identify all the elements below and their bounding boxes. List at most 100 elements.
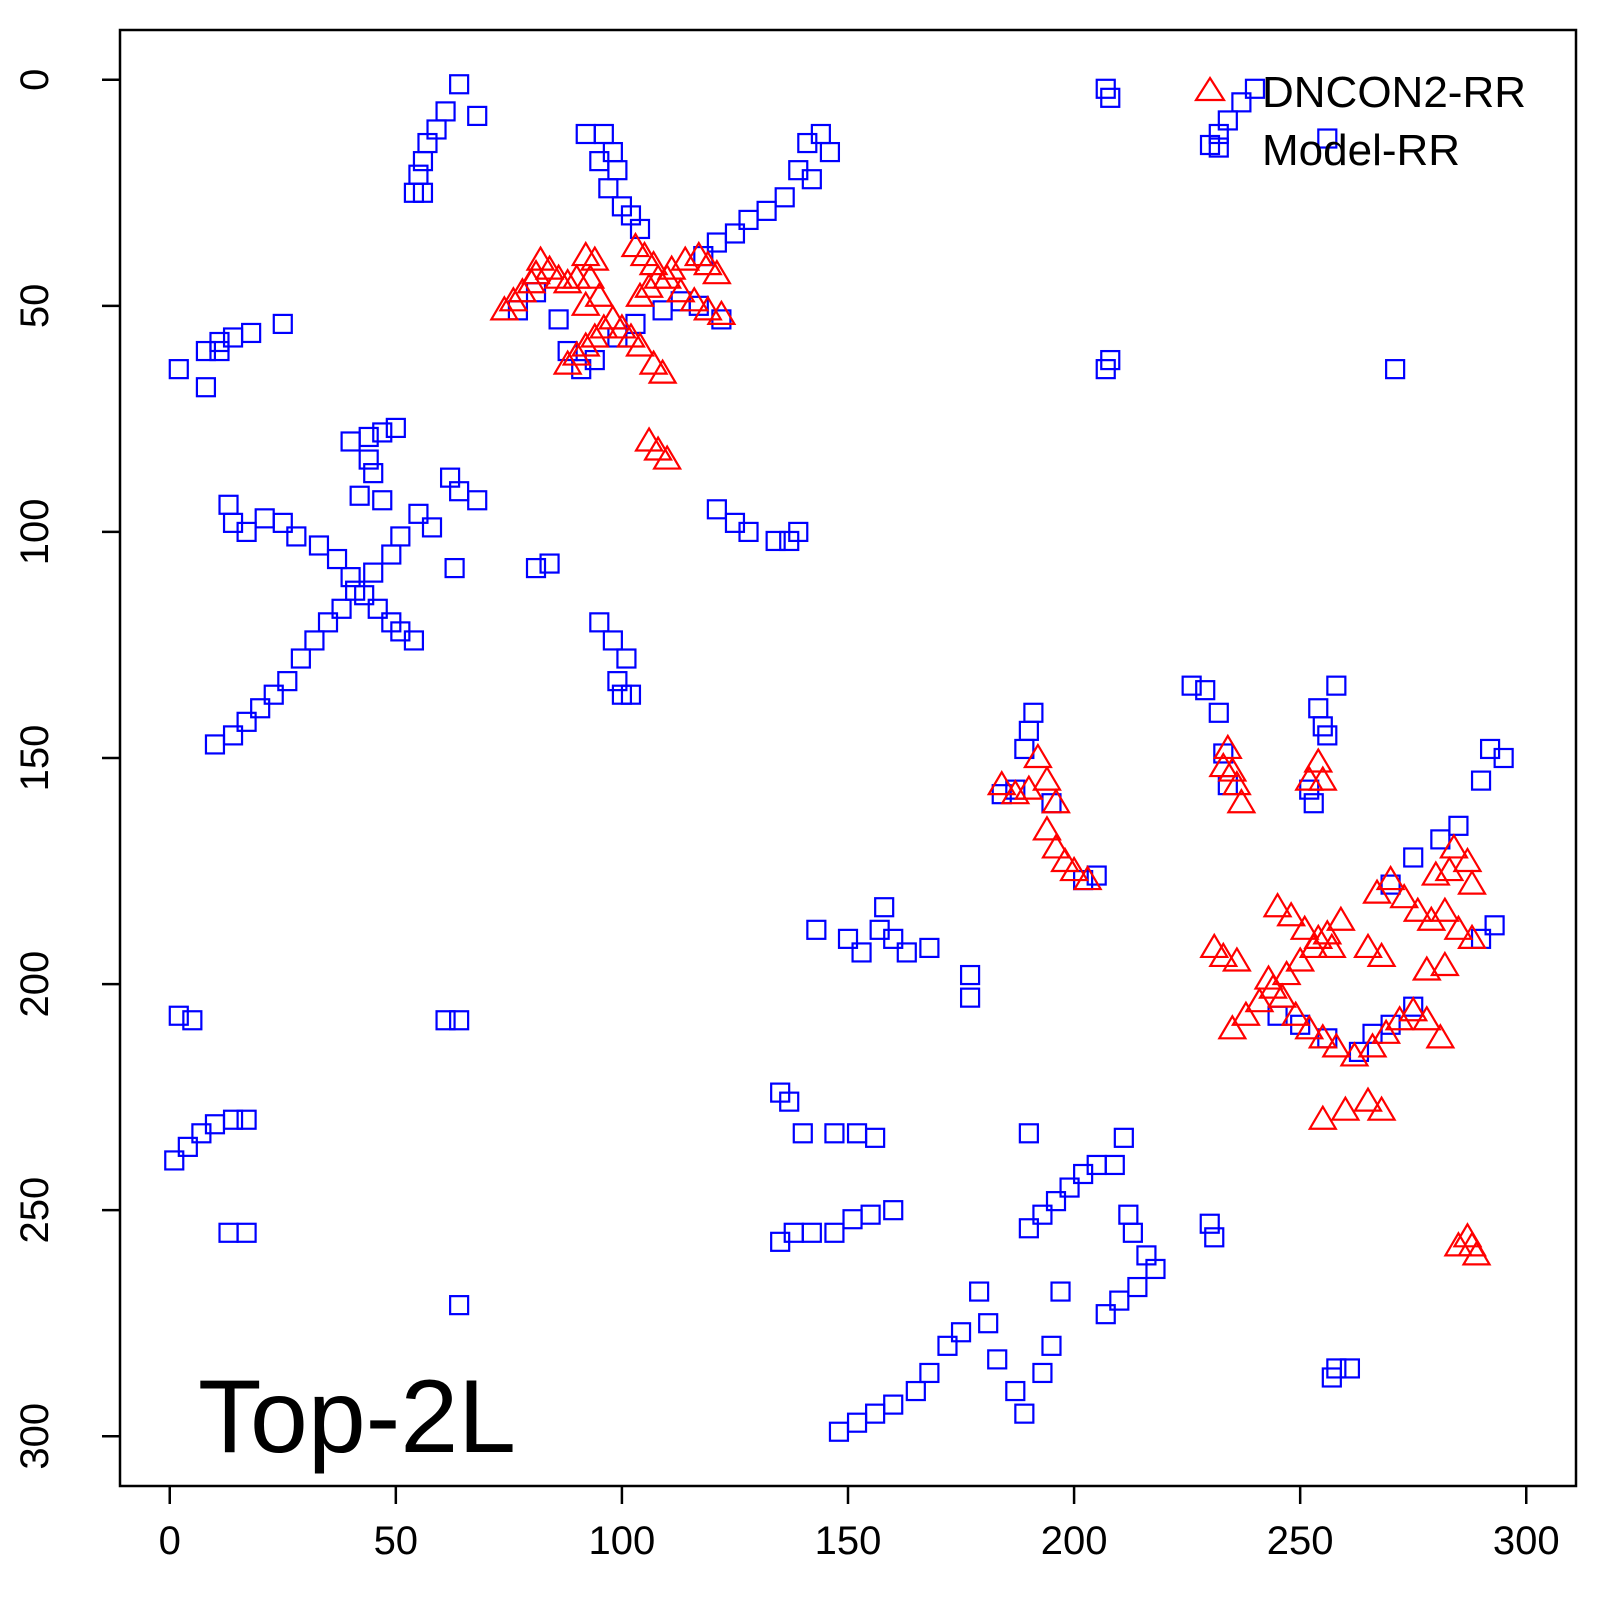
model-rr-point [842, 1209, 863, 1230]
model-rr-point [828, 1421, 850, 1442]
model-rr-point [607, 671, 628, 692]
x-tick-label-250: 250 [1267, 1519, 1334, 1563]
model-rr-point [1059, 1177, 1080, 1198]
dncon2-rr-point [1032, 815, 1062, 841]
model-rr-point [204, 734, 226, 755]
y-tick-label-50: 50 [13, 284, 57, 329]
model-rr-point [837, 928, 859, 949]
model-rr-point [824, 1222, 845, 1243]
dncon2-rr-point [570, 240, 601, 267]
model-rr-point [372, 422, 393, 443]
model-rr-point [317, 612, 339, 633]
model-rr-point [340, 431, 361, 452]
legend-square-marker [1199, 134, 1221, 156]
dncon2-rr-point [1271, 959, 1302, 986]
model-rr-point [525, 557, 547, 579]
model-rr-point [286, 526, 307, 547]
model-rr-point [883, 1200, 904, 1221]
model-rr-point [1014, 1403, 1035, 1424]
model-rr-point [467, 105, 488, 127]
dncon2-rr-point [1443, 1231, 1474, 1257]
dncon2-rr-point [1330, 1095, 1361, 1121]
dncon2-rr-markers [489, 231, 1492, 1266]
model-rr-point [164, 1150, 185, 1171]
model-rr-point [598, 178, 619, 199]
dncon2-rr-point [616, 322, 646, 348]
dncon2-rr-point [1411, 1005, 1442, 1031]
model-rr-point [449, 1295, 470, 1316]
dncon2-rr-point [579, 322, 610, 348]
model-rr-point [706, 232, 727, 253]
model-rr-point [381, 544, 402, 565]
legend-label-model-rr: Model-RR [1262, 126, 1460, 175]
model-rr-point [168, 1005, 189, 1026]
dncon2-rr-point [525, 245, 556, 271]
y-tick-label-200: 200 [13, 951, 57, 1018]
model-rr-point [1122, 1222, 1143, 1243]
dncon2-rr-point [1398, 996, 1429, 1022]
legend-label-dncon2-rr: DNCON2-RR [1262, 68, 1526, 117]
model-rr-point [1041, 1335, 1062, 1356]
dncon2-rr-point [570, 331, 601, 357]
dncon2-rr-point [1429, 896, 1460, 922]
dncon2-rr-point [1429, 950, 1460, 977]
x-axis: 0 50 100 150 200 250 300 [159, 1486, 1560, 1563]
dncon2-rr-point [552, 268, 583, 294]
model-rr-point [1095, 1304, 1116, 1325]
dncon2-rr-point [1212, 733, 1243, 760]
dncon2-rr-point [1366, 1095, 1397, 1121]
dncon2-rr-point [1457, 869, 1487, 895]
dncon2-rr-point [1366, 941, 1397, 968]
model-rr-point [326, 548, 348, 570]
dncon2-rr-point [1411, 955, 1442, 981]
dncon2-rr-point [652, 444, 683, 470]
model-rr-point [236, 521, 257, 543]
legend: DNCON2-RR Model-RR [1193, 68, 1526, 175]
dncon2-rr-point [643, 263, 674, 289]
model-rr-point [363, 562, 384, 583]
dncon2-rr-point [1267, 982, 1298, 1008]
dncon2-rr-point [1253, 964, 1284, 990]
dncon2-rr-point [1217, 1014, 1248, 1040]
model-rr-point [874, 897, 895, 918]
model-rr-point [345, 580, 366, 601]
model-rr-point [779, 530, 800, 552]
y-tick-label-300: 300 [13, 1403, 57, 1470]
model-rr-point [168, 359, 189, 380]
model-rr-point [272, 512, 293, 533]
dncon2-rr-point [1425, 1023, 1456, 1049]
model-rr-point [308, 535, 330, 556]
model-rr-point [236, 1109, 257, 1130]
model-rr-point [1317, 128, 1338, 149]
model-rr-point [738, 209, 759, 231]
model-rr-point [1145, 1258, 1166, 1280]
model-rr-point [1100, 87, 1121, 108]
dncon2-rr-point [656, 254, 687, 280]
model-rr-point [1204, 1227, 1225, 1248]
model-rr-point [846, 1412, 868, 1433]
dncon2-rr-point [1289, 914, 1320, 940]
model-rr-point [806, 919, 827, 940]
dncon2-rr-point [1420, 860, 1451, 886]
model-rr-point [222, 725, 244, 746]
model-rr-point [724, 223, 746, 244]
model-rr-point [236, 711, 257, 732]
model-rr-point [919, 1362, 940, 1384]
model-rr-point [1104, 1154, 1125, 1176]
model-rr-point [883, 1394, 904, 1415]
model-rr-point [195, 377, 217, 398]
model-rr-point [403, 630, 425, 651]
dncon2-rr-point [1339, 1041, 1370, 1067]
y-axis: 0 50 100 150 200 250 300 [13, 69, 120, 1470]
dncon2-rr-point [679, 286, 710, 312]
model-rr-point [819, 141, 841, 163]
model-rr-point [412, 151, 434, 172]
dncon2-rr-point [1316, 932, 1347, 959]
model-rr-point [1493, 747, 1514, 769]
dncon2-rr-point [1357, 1032, 1388, 1058]
model-rr-point [950, 1322, 972, 1343]
dncon2-rr-point [489, 295, 520, 321]
model-rr-point [1018, 1123, 1039, 1144]
model-rr-point [358, 449, 379, 470]
dncon2-rr-point [552, 349, 583, 375]
